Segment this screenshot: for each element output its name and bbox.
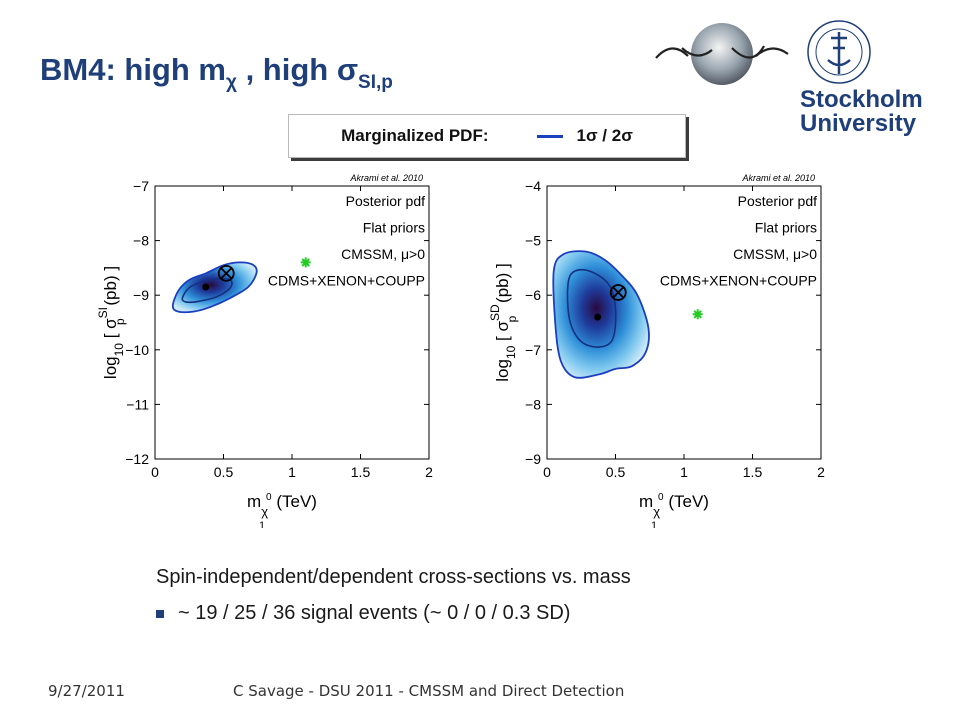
legend-line: [536, 134, 563, 138]
annotation: Flat priors: [755, 220, 817, 236]
legend-series: 1σ / 2σ: [576, 126, 633, 145]
y-tick-label: −7: [525, 342, 541, 358]
legend-box: Marginalized PDF: 1σ / 2σ: [288, 114, 686, 158]
y-tick-label: −5: [525, 233, 541, 249]
y-tick-label: −4: [525, 178, 541, 194]
citation: Akrami et al. 2010: [349, 173, 423, 183]
x-tick-label: 2: [817, 464, 825, 480]
x-tick-label: 0: [543, 464, 551, 480]
x-tick-label: 0: [151, 464, 159, 480]
si-cross-section-chart: 0 0.5 1 1.5 2 −12 −11 −10 −9 −8 −7 Akrami et al. 20…: [96, 173, 433, 528]
y-axis-label: log10 [ σSIp (pb) ]: [96, 266, 127, 379]
slide-title: BM4: high mχ , high σSI,p: [40, 52, 393, 93]
contour-1sigma: [181, 277, 233, 304]
annotation: Posterior pdf: [346, 193, 425, 209]
benchmark-marker: [609, 284, 627, 301]
green-star-marker: [300, 257, 311, 268]
y-tick-label: −8: [133, 233, 149, 249]
annotation: CDMS+XENON+COUPP: [660, 273, 817, 289]
bullet-icon: [156, 609, 164, 618]
y-tick-label: −7: [133, 178, 149, 194]
x-tick-label: 1.5: [743, 464, 763, 480]
y-tick-label: −9: [133, 287, 149, 303]
citation: Akrami et al. 2010: [741, 173, 815, 183]
y-axis-label: log10 [ σSD p (pb) ]: [488, 263, 519, 381]
y-tick-label: −11: [126, 396, 149, 412]
best-fit-point: [594, 313, 602, 321]
legend-label: Marginalized PDF:: [341, 126, 489, 145]
x-tick-label: 1: [680, 464, 688, 480]
y-tick-label: −12: [125, 451, 149, 467]
green-star-marker: [692, 309, 703, 320]
footer-date: 9/27/2011: [48, 682, 125, 700]
y-tick-label: −10: [125, 342, 149, 358]
bullet-text: ~ 19 / 25 / 36 signal events (~ 0 / 0 / …: [178, 602, 571, 624]
caption: Spin-independent/dependent cross-section…: [156, 566, 631, 588]
sd-cross-section-chart: 0 0.5 1 1.5 2 −9 −8 −7 −6 −5 −4 Akrami et al. 2010 P…: [488, 173, 825, 528]
stockholm-university-crest: [807, 20, 871, 84]
benchmark-cross: [612, 286, 625, 299]
x-axis-label: mχ0 (TeV): [639, 492, 709, 519]
annotation: CMSSM, μ>0: [733, 246, 817, 262]
x-tick-label: 1.5: [351, 464, 371, 480]
x-tick-label: 2: [425, 464, 433, 480]
annotation: Posterior pdf: [738, 193, 817, 209]
bullet-item: ~ 19 / 25 / 36 signal events (~ 0 / 0 / …: [156, 602, 570, 625]
x-axis-label-subindex: 1: [651, 520, 657, 528]
x-tick-label: 0.5: [606, 464, 626, 480]
annotation: Flat priors: [363, 220, 425, 236]
contour-2sigma: [171, 261, 258, 314]
x-tick-label: 1: [288, 464, 296, 480]
y-tick-label: −9: [525, 451, 541, 467]
benchmark-cross: [220, 267, 233, 280]
plot-area: [154, 185, 430, 460]
annotation: CDMS+XENON+COUPP: [268, 273, 425, 289]
stockholm-university-wordmark: Stockholm University: [800, 86, 923, 137]
x-axis-label: mχ0 (TeV): [247, 492, 317, 519]
footer-text: C Savage - DSU 2011 - CMSSM and Direct D…: [233, 682, 625, 700]
y-tick-label: −6: [525, 287, 541, 303]
y-tick-label: −8: [525, 396, 541, 412]
contour-2sigma: [552, 250, 650, 379]
x-tick-label: 0.5: [214, 464, 234, 480]
annotation: CMSSM, μ>0: [341, 246, 425, 262]
oskar-klein-centre-logo: [655, 23, 789, 85]
x-axis-label-subindex: 1: [259, 520, 265, 528]
contour-1sigma: [566, 268, 617, 348]
best-fit-point: [202, 283, 210, 291]
benchmark-marker: [217, 264, 235, 282]
